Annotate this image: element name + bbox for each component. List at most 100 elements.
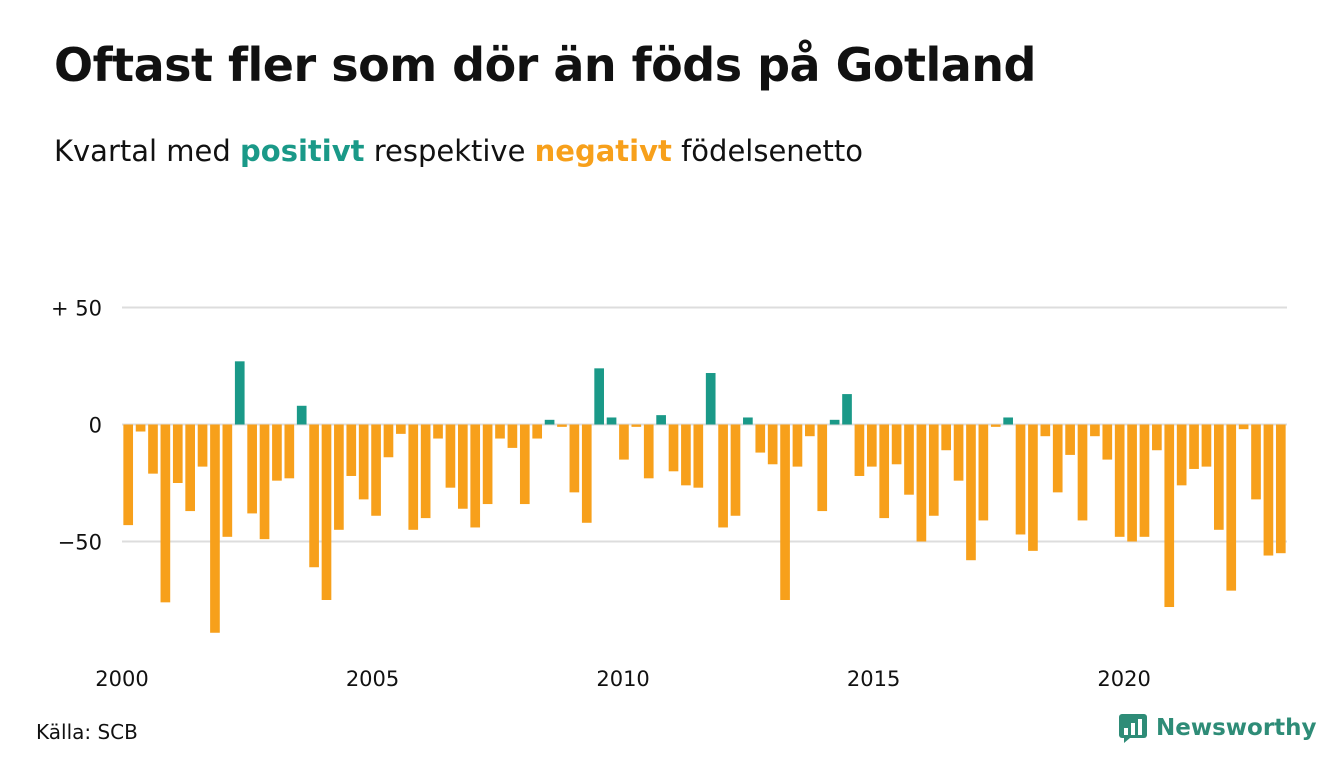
bar-q38 (581, 424, 592, 523)
bar-q3 (148, 424, 158, 474)
bar-q77 (1065, 424, 1075, 455)
bar-q49 (718, 424, 728, 528)
bar-q47 (693, 424, 704, 488)
bar-q36 (557, 424, 567, 427)
bar-q72 (1003, 417, 1013, 425)
bar-q59 (842, 394, 852, 425)
y-axis-labels: + 50 0 −50 (51, 297, 102, 555)
y-tick-label: + 50 (51, 297, 102, 321)
bar-q51 (743, 417, 753, 425)
subtitle-positive-word: positivt (240, 134, 365, 168)
bar-q82 (1127, 424, 1137, 542)
bar-q6 (185, 424, 195, 512)
bar-q53 (767, 424, 778, 465)
bar-q81 (1114, 424, 1125, 537)
x-tick-label: 2015 (847, 667, 900, 691)
bar-q93 (1263, 424, 1274, 556)
bar-q92 (1251, 424, 1261, 500)
bar-q55 (792, 424, 803, 467)
x-tick-label: 2020 (1097, 667, 1150, 691)
bar-q41 (619, 424, 629, 460)
bar-q31 (495, 424, 505, 439)
chart-subtitle: Kvartal med positivt respektive negativt… (54, 134, 863, 168)
bar-q25 (420, 424, 431, 519)
bar-q90 (1226, 424, 1237, 591)
bar-q40 (606, 417, 617, 425)
brand-logo[interactable]: Newsworthy (1118, 712, 1317, 744)
bar-q10 (234, 361, 245, 425)
bar-q45 (668, 424, 679, 472)
source-note: Källa: SCB (36, 720, 138, 744)
bar-q79 (1090, 424, 1100, 437)
bar-q61 (866, 424, 877, 467)
bar-q71 (990, 424, 1001, 427)
bar-q80 (1102, 424, 1113, 460)
bar-q86 (1176, 424, 1187, 486)
bar-q76 (1052, 424, 1063, 493)
bar-q26 (433, 424, 443, 439)
bar-q57 (817, 424, 828, 512)
x-tick-label: 2010 (596, 667, 649, 691)
bar-q32 (507, 424, 518, 448)
bar-q68 (953, 424, 964, 481)
bar-q7 (197, 424, 208, 467)
bar-q1 (123, 424, 134, 526)
bar-q50 (730, 424, 741, 516)
subtitle-middle: respektive (364, 134, 535, 168)
bar-q54 (780, 424, 790, 600)
bar-q46 (681, 424, 691, 486)
bar-q37 (569, 424, 580, 493)
brand-name: Newsworthy (1156, 715, 1317, 741)
bar-q87 (1189, 424, 1199, 469)
bar-q20 (358, 424, 369, 500)
bar-q94 (1275, 424, 1286, 554)
bar-q65 (916, 424, 927, 542)
bar-q12 (259, 424, 270, 540)
bar-q13 (272, 424, 282, 481)
bar-q4 (160, 424, 171, 603)
bar-q63 (891, 424, 902, 465)
bar-q18 (334, 424, 344, 530)
bar-q28 (457, 424, 468, 509)
bar-q8 (210, 424, 220, 633)
bar-q22 (383, 424, 394, 458)
bar-q2 (135, 424, 146, 432)
gridlines (122, 306, 1287, 543)
bar-q42 (631, 424, 642, 427)
bars (123, 361, 1286, 633)
bar-q66 (928, 424, 939, 516)
bar-q85 (1164, 424, 1175, 608)
bar-q48 (705, 373, 716, 425)
bar-q58 (829, 419, 840, 425)
bar-q23 (396, 424, 406, 434)
bar-q64 (904, 424, 914, 495)
bar-q74 (1028, 424, 1038, 551)
bar-q52 (755, 424, 766, 453)
bar-q17 (321, 424, 332, 600)
bar-q33 (519, 424, 530, 505)
bar-q60 (854, 424, 865, 476)
bar-q39 (594, 368, 604, 425)
bar-q27 (445, 424, 456, 488)
chart-title: Oftast fler som dör än föds på Gotland (54, 38, 1036, 92)
bar-q19 (346, 424, 357, 476)
bar-q84 (1152, 424, 1162, 451)
bar-q24 (408, 424, 419, 530)
x-tick-label: 2000 (95, 667, 148, 691)
bar-q9 (222, 424, 233, 537)
bar-q11 (247, 424, 257, 514)
bar-q67 (941, 424, 952, 451)
bar-q5 (172, 424, 183, 483)
bar-q44 (656, 415, 666, 425)
bar-q78 (1077, 424, 1088, 521)
subtitle-negative-word: negativt (534, 134, 672, 168)
bar-q35 (544, 419, 555, 425)
y-tick-label: −50 (58, 531, 102, 555)
bar-q62 (879, 424, 890, 519)
bar-q89 (1214, 424, 1224, 530)
x-tick-label: 2005 (346, 667, 399, 691)
x-axis-labels: 2000 2005 2010 2015 2020 (95, 667, 1151, 691)
bar-q16 (309, 424, 319, 568)
bar-q30 (482, 424, 493, 505)
bar-chart: + 50 0 −50 2000 2005 2010 2015 2020 (51, 297, 1287, 691)
